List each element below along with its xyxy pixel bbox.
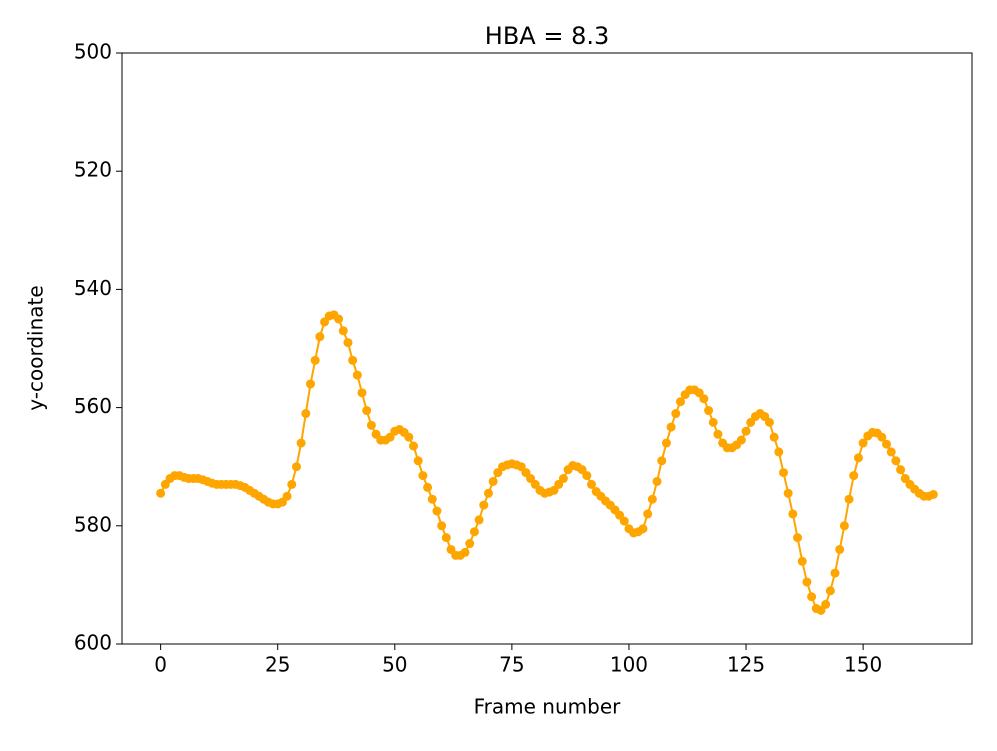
data-point [713, 429, 723, 439]
data-point [413, 456, 423, 466]
data-point [582, 471, 592, 481]
y-axis-label: y-coordinate [24, 285, 48, 410]
data-point [291, 462, 301, 472]
data-point [793, 533, 803, 543]
x-tick-label: 150 [844, 653, 882, 677]
x-tick-label: 100 [610, 653, 648, 677]
x-tick-label: 75 [499, 653, 524, 677]
data-point [821, 599, 831, 609]
data-point [362, 406, 372, 416]
data-point [287, 479, 297, 489]
data-point [310, 355, 320, 365]
data-point [483, 488, 493, 498]
chart-title: HBA = 8.3 [485, 22, 609, 50]
data-point [886, 447, 896, 457]
data-point [488, 476, 498, 486]
data-point [779, 468, 789, 478]
x-axis-label: Frame number [474, 695, 622, 719]
y-tick-label: 560 [74, 394, 112, 418]
data-point [839, 521, 849, 531]
data-point [427, 494, 437, 504]
data-point [699, 394, 709, 404]
data-point [305, 379, 315, 389]
data-point [460, 547, 470, 557]
data-point [741, 426, 751, 436]
data-point [896, 465, 906, 475]
data-point [704, 406, 714, 416]
data-point [877, 432, 887, 442]
data-point [825, 586, 835, 596]
data-point [479, 500, 489, 510]
data-point [432, 506, 442, 516]
data-point [736, 435, 746, 445]
data-point [469, 527, 479, 537]
data-point [671, 409, 681, 419]
data-point [788, 509, 798, 519]
data-point [334, 314, 344, 324]
data-point [661, 438, 671, 448]
data-point [647, 494, 657, 504]
data-point [301, 409, 311, 419]
data-point [619, 516, 629, 526]
data-point [643, 509, 653, 519]
data-point [802, 577, 812, 587]
data-point [853, 453, 863, 463]
data-point [465, 539, 475, 549]
data-point [418, 471, 428, 481]
data-point [769, 432, 779, 442]
x-tick-label: 0 [154, 653, 167, 677]
data-point [666, 422, 676, 432]
data-point [928, 489, 938, 499]
data-point [315, 332, 325, 342]
data-point [474, 515, 484, 525]
x-tick-label: 50 [382, 653, 407, 677]
data-point [338, 326, 348, 336]
data-point [404, 432, 414, 442]
data-point [774, 447, 784, 457]
data-point [348, 355, 358, 365]
x-tick-label: 125 [727, 653, 765, 677]
y-tick-label: 540 [74, 276, 112, 300]
data-point [764, 417, 774, 427]
data-point [797, 556, 807, 566]
data-point [423, 482, 433, 492]
data-point [652, 476, 662, 486]
y-tick-label: 580 [74, 512, 112, 536]
y-tick-label: 500 [74, 40, 112, 64]
data-point [882, 439, 892, 449]
data-point [343, 338, 353, 348]
data-point [807, 592, 817, 602]
data-point [409, 441, 419, 451]
x-tick-label: 25 [265, 653, 290, 677]
plot-frame [121, 52, 973, 645]
data-point [441, 533, 451, 543]
data-point [586, 479, 596, 489]
data-point [891, 456, 901, 466]
data-point [708, 417, 718, 427]
y-tick-label: 600 [74, 631, 112, 655]
data-point [849, 471, 859, 481]
data-point [830, 568, 840, 578]
data-point [296, 438, 306, 448]
data-point [366, 420, 376, 430]
data-point [437, 521, 447, 531]
y-tick-label: 520 [74, 158, 112, 182]
data-point [357, 388, 367, 398]
data-point [783, 488, 793, 498]
data-point [657, 456, 667, 466]
data-point [558, 474, 568, 484]
data-point [835, 544, 845, 554]
data-point [352, 370, 362, 380]
data-point [675, 397, 685, 407]
data-point [638, 524, 648, 534]
data-point [282, 491, 292, 501]
data-point [844, 494, 854, 504]
data-point [156, 488, 166, 498]
data-point [858, 438, 868, 448]
